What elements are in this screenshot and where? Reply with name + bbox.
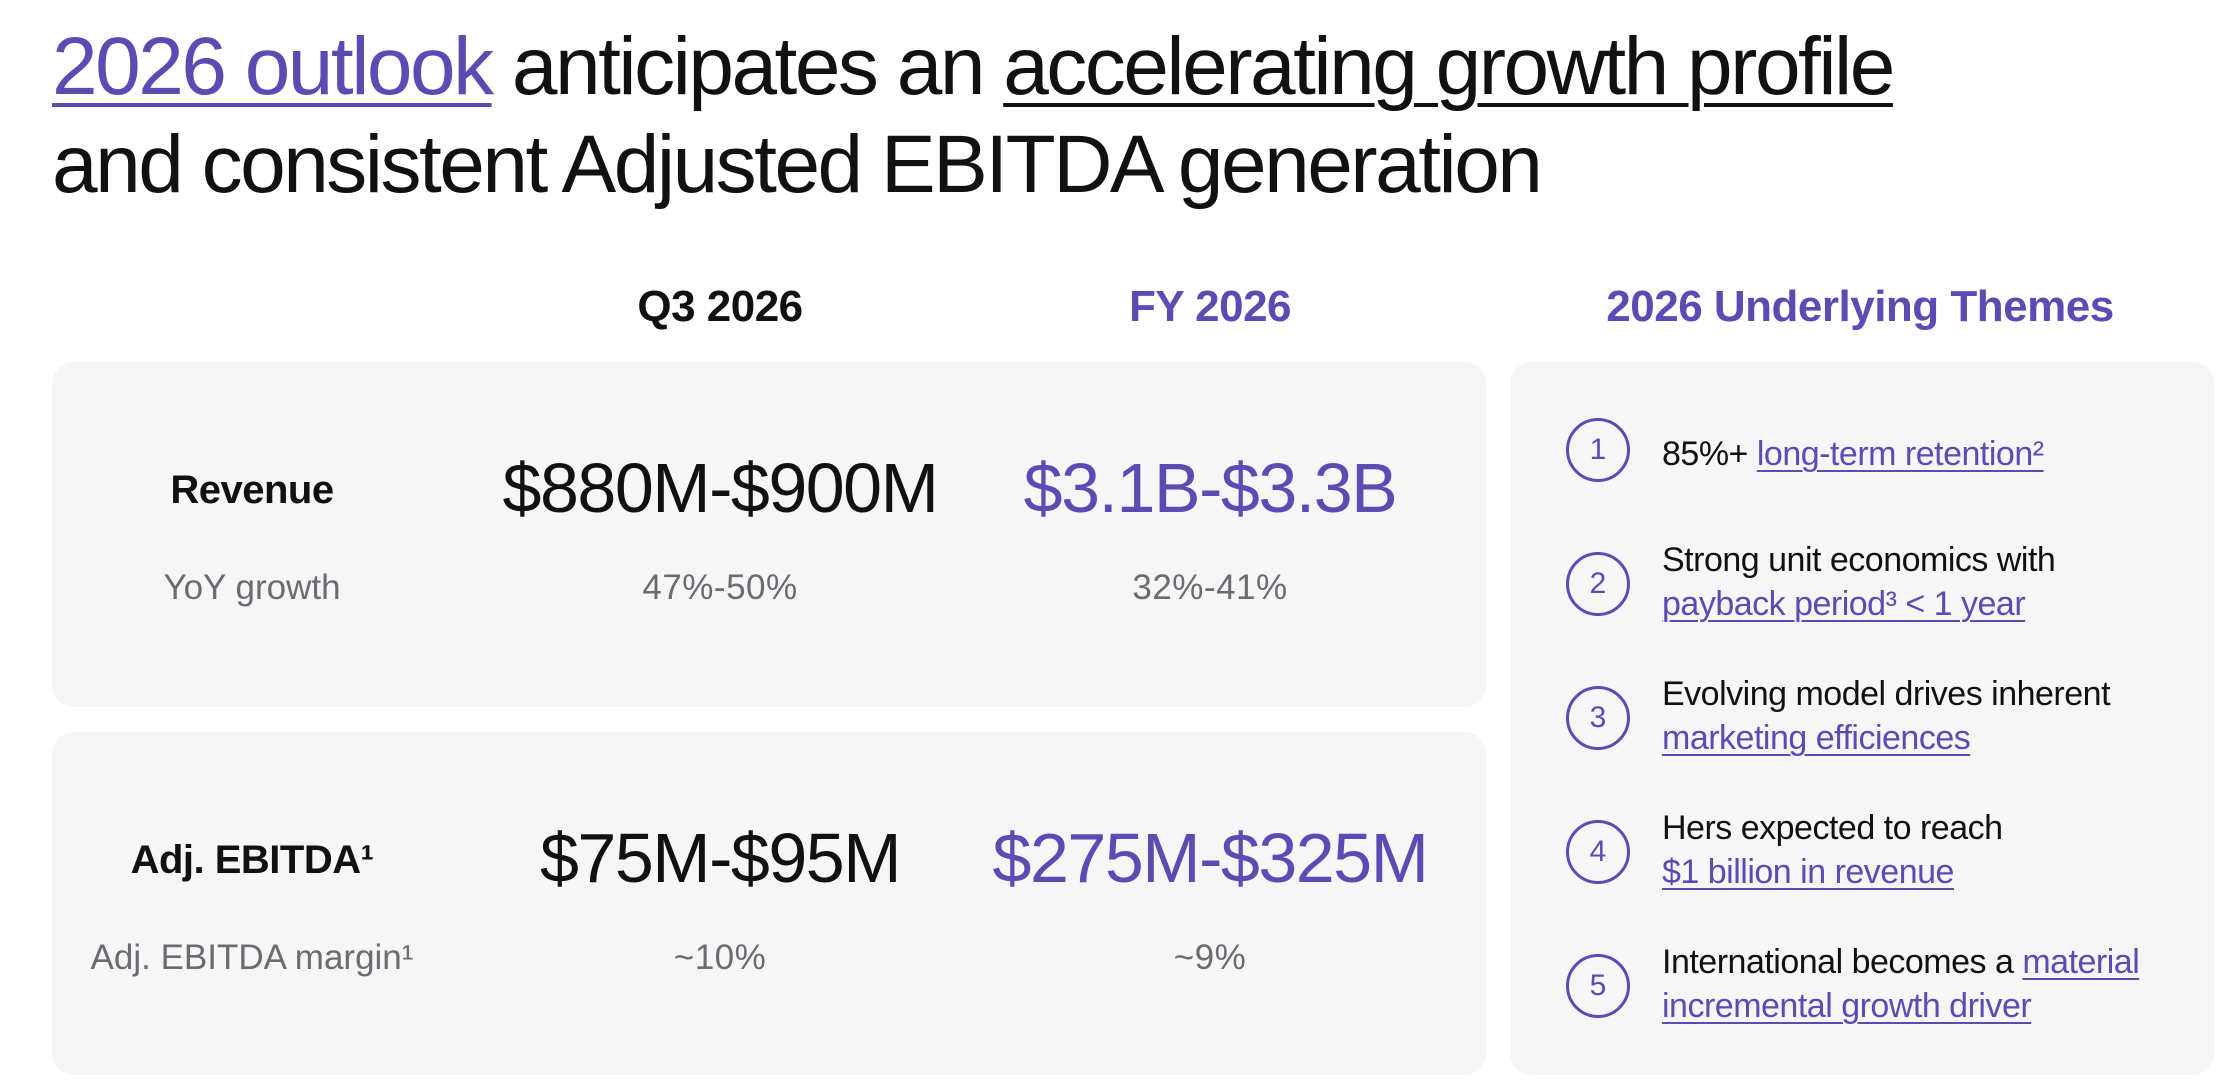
revenue-q3-value: $880M-$900M xyxy=(502,449,939,527)
theme-item: 2 Strong unit economics with payback per… xyxy=(1556,541,2196,632)
column-header-themes: 2026 Underlying Themes xyxy=(1606,282,2114,331)
theme-link[interactable]: $1 billion in revenue xyxy=(1662,853,1954,891)
number-3-icon: 3 xyxy=(1566,686,1630,750)
page-title: 2026 outlook anticipates an accelerating… xyxy=(52,18,2152,214)
column-header-fy: FY 2026 xyxy=(1128,282,1292,331)
theme-text: Hers expected to reach $1 billion in rev… xyxy=(1662,806,2202,894)
title-text-1: anticipates an xyxy=(491,21,1004,112)
theme-link[interactable]: marketing efficiences xyxy=(1662,719,1971,757)
number-2-icon: 2 xyxy=(1566,552,1630,616)
theme-text: Strong unit economics with payback perio… xyxy=(1662,538,2202,626)
title-highlight-growth: accelerating growth profile xyxy=(1003,21,1895,112)
themes-card: 1 85%+ long-term retention² 2 Strong uni… xyxy=(1510,362,2214,1075)
title-highlight-outlook: 2026 outlook xyxy=(52,21,494,112)
theme-text-plain: Evolving model drives inherent xyxy=(1662,675,2111,713)
number-4-icon: 4 xyxy=(1566,820,1630,884)
theme-text-plain: Hers expected to reach xyxy=(1662,809,2003,847)
ebitda-label: Adj. EBITDA¹ xyxy=(130,838,374,882)
theme-text-plain: 85%+ xyxy=(1662,435,1757,473)
theme-item: 5 International becomes a material incre… xyxy=(1556,943,2196,1034)
ebitda-fy-margin: ~9% xyxy=(1173,938,1247,977)
ebitda-q3-value: $75M-$95M xyxy=(539,819,902,897)
theme-text: 85%+ long-term retention² xyxy=(1662,432,2202,476)
column-header-q3: Q3 2026 xyxy=(637,282,803,331)
revenue-q3-growth: 47%-50% xyxy=(642,568,798,607)
theme-text: International becomes a material increme… xyxy=(1662,940,2202,1028)
theme-text: Evolving model drives inherent marketing… xyxy=(1662,672,2202,760)
revenue-label: Revenue xyxy=(170,468,334,512)
theme-link[interactable]: material incremental growth driver xyxy=(1662,943,2140,1025)
theme-link[interactable]: payback period³ < 1 year xyxy=(1662,585,2026,623)
theme-text-plain: Strong unit economics with xyxy=(1662,541,2056,579)
revenue-card: Revenue YoY growth $880M-$900M $3.1B-$3.… xyxy=(52,362,1486,707)
ebitda-card: Adj. EBITDA¹ Adj. EBITDA margin¹ $75M-$9… xyxy=(52,732,1486,1075)
title-text-2: and consistent Adjusted EBITDA generatio… xyxy=(52,119,1543,210)
ebitda-fy-value: $275M-$325M xyxy=(992,819,1429,897)
theme-item: 3 Evolving model drives inherent marketi… xyxy=(1556,675,2196,766)
number-5-icon: 5 xyxy=(1566,954,1630,1018)
revenue-fy-value: $3.1B-$3.3B xyxy=(1023,449,1398,527)
theme-item: 4 Hers expected to reach $1 billion in r… xyxy=(1556,809,2196,900)
revenue-fy-growth: 32%-41% xyxy=(1132,568,1288,607)
yoy-growth-label: YoY growth xyxy=(163,568,341,607)
ebitda-margin-label: Adj. EBITDA margin¹ xyxy=(90,938,414,977)
ebitda-q3-margin: ~10% xyxy=(673,938,767,977)
number-1-icon: 1 xyxy=(1566,418,1630,482)
theme-item: 1 85%+ long-term retention² xyxy=(1556,418,2196,488)
theme-text-plain: International becomes a xyxy=(1662,943,2023,981)
theme-link[interactable]: long-term retention² xyxy=(1756,435,2044,473)
